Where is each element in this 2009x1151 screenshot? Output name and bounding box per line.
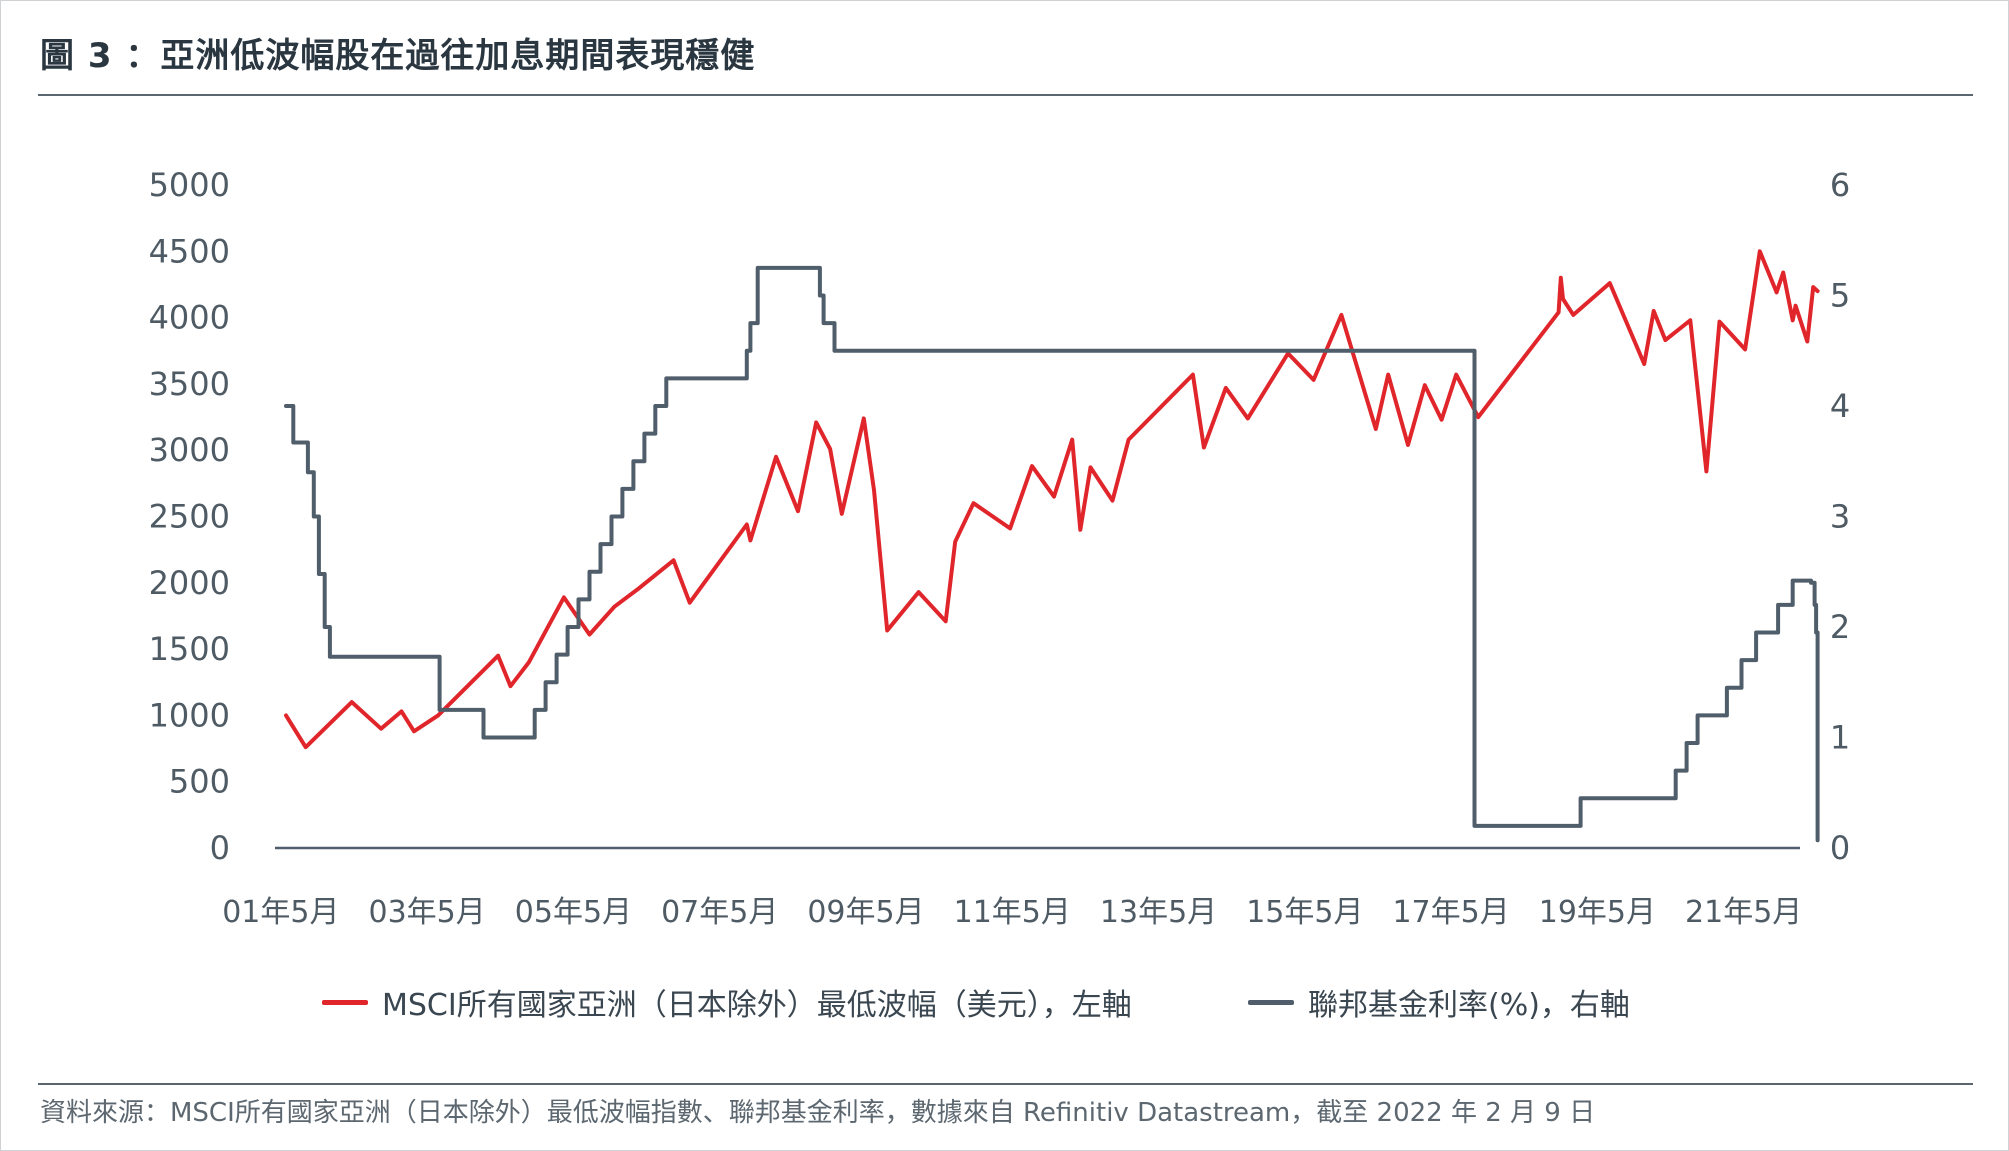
x-tick-label: 15年5月 bbox=[1246, 895, 1363, 930]
x-tick-label: 17年5月 bbox=[1392, 895, 1509, 930]
x-tick-label: 09年5月 bbox=[807, 895, 924, 930]
y-left-tick-label: 2000 bbox=[149, 564, 230, 602]
source-note: 資料來源：MSCI所有國家亞洲（日本除外）最低波幅指數、聯邦基金利率，數據來自 … bbox=[40, 1092, 1595, 1129]
legend-swatch-grey bbox=[1248, 1000, 1294, 1005]
y-right-tick-label: 6 bbox=[1830, 166, 1850, 204]
x-tick-label: 21年5月 bbox=[1685, 895, 1802, 930]
y-right-tick-label: 0 bbox=[1830, 829, 1850, 867]
y-right-tick-label: 2 bbox=[1830, 608, 1850, 646]
x-tick-label: 13年5月 bbox=[1100, 895, 1217, 930]
y-left-tick-label: 3500 bbox=[149, 365, 230, 403]
series-line-fed-funds-rate bbox=[286, 268, 1818, 840]
y-left-tick-label: 5000 bbox=[149, 166, 230, 204]
y-left-tick-label: 500 bbox=[169, 763, 230, 801]
y-left-tick-label: 0 bbox=[210, 829, 230, 867]
y-left-tick-label: 2500 bbox=[149, 498, 230, 536]
x-tick-label: 11年5月 bbox=[954, 895, 1071, 930]
x-tick-label: 07年5月 bbox=[661, 895, 778, 930]
y-left-tick-label: 1000 bbox=[149, 696, 230, 734]
x-tick-label: 01年5月 bbox=[222, 895, 339, 930]
y-left-tick-label: 3000 bbox=[149, 431, 230, 469]
legend-item-fed-rate: 聯邦基金利率(%)，右軸 bbox=[1248, 980, 1630, 1024]
source-divider bbox=[38, 1083, 1973, 1085]
y-right-tick-label: 5 bbox=[1830, 277, 1850, 315]
x-tick-label: 05年5月 bbox=[515, 895, 632, 930]
legend-swatch-red bbox=[322, 1000, 368, 1005]
legend-label-msci: MSCI所有國家亞洲（日本除外）最低波幅（美元），左軸 bbox=[382, 980, 1132, 1024]
y-left-tick-label: 4500 bbox=[149, 232, 230, 270]
x-tick-label: 19年5月 bbox=[1539, 895, 1656, 930]
y-left-tick-label: 1500 bbox=[149, 630, 230, 668]
y-right-tick-label: 4 bbox=[1830, 387, 1850, 425]
series-line-msci-min-vol bbox=[286, 251, 1818, 747]
y-left-tick-label: 4000 bbox=[149, 299, 230, 337]
y-right-tick-label: 1 bbox=[1830, 719, 1850, 757]
legend-item-msci: MSCI所有國家亞洲（日本除外）最低波幅（美元），左軸 bbox=[322, 980, 1132, 1024]
y-right-tick-label: 3 bbox=[1830, 498, 1850, 536]
x-tick-label: 03年5月 bbox=[369, 895, 486, 930]
legend-label-fed-rate: 聯邦基金利率(%)，右軸 bbox=[1308, 980, 1630, 1024]
